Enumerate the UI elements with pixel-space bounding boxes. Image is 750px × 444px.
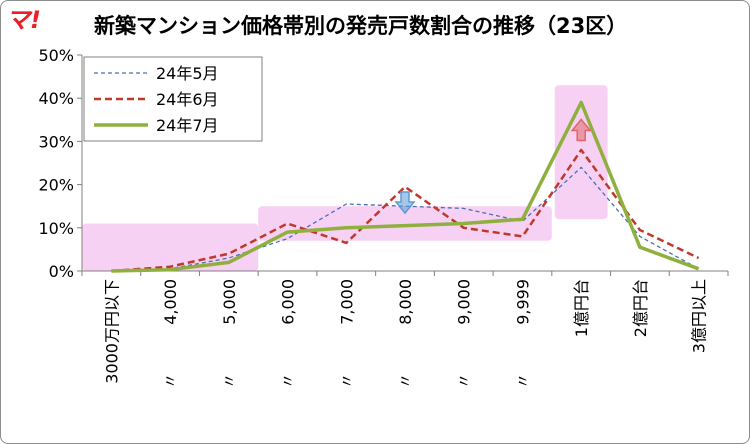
brand-logo: マ! (6, 6, 41, 36)
x-tick-label: 〃 4,000 (161, 279, 180, 389)
y-tick-label: 20% (38, 176, 74, 195)
x-tick-label: 〃 6,000 (279, 279, 298, 389)
highlight-region-0 (82, 223, 259, 271)
x-tick-label: 2億円台 (631, 279, 650, 337)
y-tick-label: 40% (38, 89, 74, 108)
arrow-down-icon (394, 191, 416, 215)
trend-arrows (394, 118, 592, 215)
x-tick-label: 〃 9,999 (513, 279, 532, 389)
brand-logo-text: マ! (6, 6, 41, 34)
x-tick-label: 〃 8,000 (396, 279, 415, 389)
x-tick-label: 3億円以上 (690, 279, 709, 353)
series-line-1 (111, 148, 700, 273)
axes: 0% 10% 20% 30% 40% 50% 3000万円以下 〃 4,000 〃 5,000 〃… (38, 46, 729, 389)
x-tick-label: 3000万円以下 (102, 279, 121, 384)
chart-title: 新築マンション価格帯別の発売戸数割合の推移（23区） (94, 14, 628, 38)
x-tick-label: 〃 5,000 (220, 279, 239, 389)
x-tick-label: 〃 9,000 (455, 279, 474, 389)
legend: 24年5月 24年6月 24年7月 (83, 56, 263, 142)
series-lines (111, 100, 700, 273)
legend-label: 24年7月 (156, 116, 219, 135)
y-tick-label: 50% (38, 46, 74, 65)
highlight-region-1 (258, 206, 552, 241)
legend-label: 24年6月 (156, 90, 219, 109)
y-tick-label: 0% (49, 262, 74, 281)
y-tick-label: 10% (38, 219, 74, 238)
y-tick-label: 30% (38, 132, 74, 151)
x-tick-label: 〃 7,000 (337, 279, 356, 389)
x-tick-label: 1億円台 (572, 279, 591, 337)
legend-label: 24年5月 (156, 64, 219, 83)
series-line-2 (111, 100, 700, 273)
series-line-0 (111, 166, 699, 272)
arrow-up-icon (570, 118, 592, 142)
legend-box (83, 56, 263, 142)
